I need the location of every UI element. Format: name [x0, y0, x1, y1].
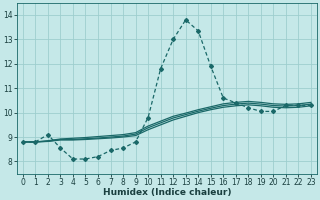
X-axis label: Humidex (Indice chaleur): Humidex (Indice chaleur)	[103, 188, 231, 197]
